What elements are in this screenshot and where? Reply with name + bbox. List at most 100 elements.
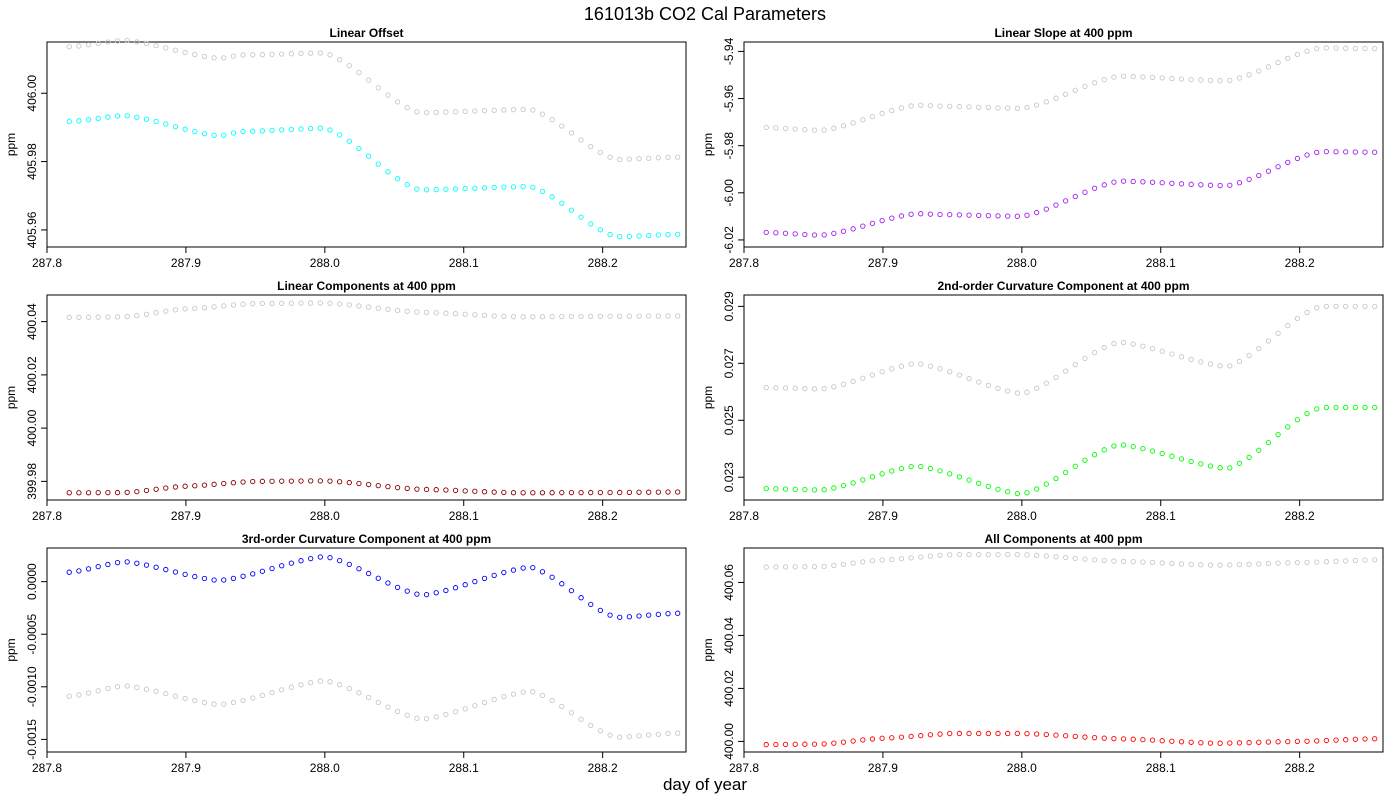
data-point xyxy=(269,689,275,696)
data-point xyxy=(259,568,266,574)
data-point xyxy=(918,102,924,108)
data-point xyxy=(1362,404,1368,411)
data-point xyxy=(1130,443,1136,450)
data-point xyxy=(607,732,613,738)
data-point xyxy=(346,63,352,69)
x-tick-label: 288.1 xyxy=(1146,509,1176,523)
data-point xyxy=(317,300,323,306)
data-point xyxy=(1227,562,1233,568)
data-point xyxy=(1265,338,1272,344)
data-point xyxy=(985,483,991,490)
data-point xyxy=(773,125,779,131)
data-point xyxy=(1159,348,1165,354)
data-point xyxy=(617,156,623,163)
data-point xyxy=(1323,559,1330,565)
data-point xyxy=(414,186,420,192)
data-point xyxy=(1014,490,1020,497)
data-point xyxy=(617,614,623,620)
data-point xyxy=(1091,452,1098,458)
data-point xyxy=(947,103,953,109)
data-point xyxy=(423,187,430,193)
data-point xyxy=(1333,303,1339,310)
data-point xyxy=(491,313,497,319)
x-tick-label: 288.0 xyxy=(310,761,340,775)
data-point xyxy=(153,118,159,125)
data-point xyxy=(559,123,565,129)
data-point xyxy=(375,305,381,311)
data-point xyxy=(240,479,246,485)
data-point xyxy=(626,156,633,162)
data-point xyxy=(1159,560,1165,566)
data-point xyxy=(1333,737,1339,743)
data-point xyxy=(831,125,837,131)
data-point xyxy=(1227,77,1233,84)
data-point xyxy=(356,690,362,696)
data-point xyxy=(105,561,111,568)
data-point xyxy=(646,489,652,495)
data-point xyxy=(1140,179,1146,185)
data-point xyxy=(1101,182,1107,188)
data-point xyxy=(76,314,82,320)
y-axis-label: ppm xyxy=(701,638,715,661)
data-point xyxy=(1014,551,1020,558)
data-point xyxy=(298,558,304,564)
data-point xyxy=(578,214,584,220)
data-point xyxy=(1352,149,1359,155)
data-point xyxy=(1024,212,1030,218)
data-point xyxy=(269,478,275,484)
data-point xyxy=(898,556,905,562)
data-point xyxy=(1178,354,1185,360)
data-point xyxy=(549,697,555,704)
data-point xyxy=(1169,180,1175,186)
data-point xyxy=(1043,481,1049,487)
data-point xyxy=(192,51,198,58)
data-point xyxy=(539,314,546,320)
data-point xyxy=(1285,738,1291,745)
data-point xyxy=(1091,735,1098,741)
data-point xyxy=(782,230,789,236)
data-point xyxy=(163,308,169,314)
data-point xyxy=(375,161,381,167)
data-point xyxy=(831,562,837,569)
data-point xyxy=(114,38,121,44)
data-point xyxy=(869,220,876,227)
data-point xyxy=(327,478,333,484)
data-point xyxy=(423,716,430,722)
data-point xyxy=(510,691,517,697)
data-point xyxy=(937,211,943,218)
data-point xyxy=(221,303,227,309)
data-point xyxy=(1285,159,1291,166)
data-point xyxy=(1082,734,1088,740)
data-point xyxy=(976,730,982,737)
data-point xyxy=(966,212,972,218)
data-point xyxy=(1265,439,1272,446)
data-point xyxy=(908,361,914,367)
x-tick-label: 288.1 xyxy=(449,761,479,775)
data-point xyxy=(452,585,459,591)
data-point xyxy=(520,689,526,695)
data-point xyxy=(995,385,1001,392)
data-point xyxy=(1033,731,1040,737)
panel-title: Linear Offset xyxy=(329,26,403,40)
data-point xyxy=(1236,460,1243,466)
data-point xyxy=(879,557,885,563)
data-point xyxy=(763,741,769,748)
data-point xyxy=(1120,339,1127,346)
data-point xyxy=(182,126,188,132)
data-point xyxy=(1236,740,1243,746)
panel-title: 2nd-order Curvature Component at 400 ppm xyxy=(937,279,1189,293)
data-point xyxy=(134,312,140,319)
data-point xyxy=(1159,450,1165,457)
data-point xyxy=(1111,340,1117,347)
data-point xyxy=(221,577,227,583)
data-point xyxy=(143,116,150,122)
data-point xyxy=(394,99,401,105)
data-point xyxy=(1246,352,1252,359)
data-point xyxy=(1188,739,1194,745)
data-point xyxy=(452,487,459,494)
data-point xyxy=(1140,736,1146,743)
data-point xyxy=(549,313,555,320)
data-point xyxy=(192,573,198,580)
data-point xyxy=(365,481,372,488)
data-point xyxy=(327,127,333,133)
